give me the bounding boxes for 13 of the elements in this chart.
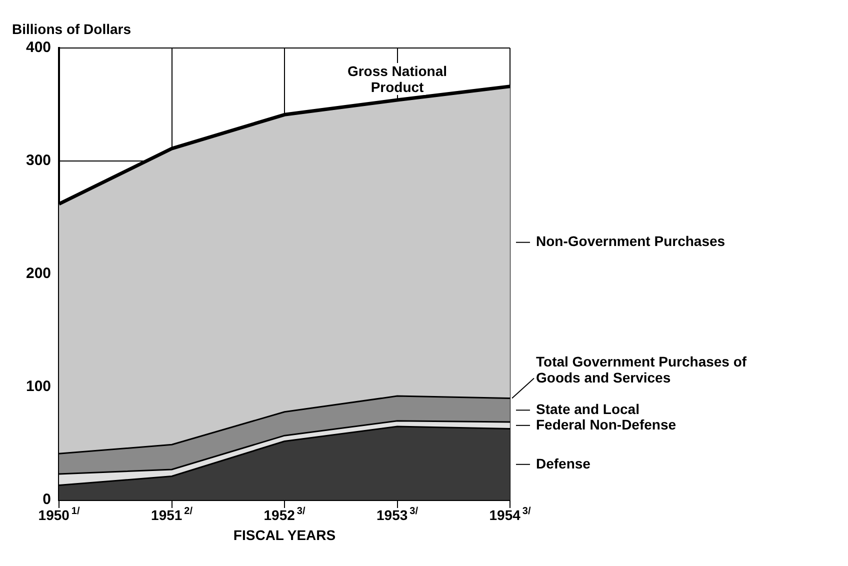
legend-label: Non-Government Purchases: [536, 233, 726, 250]
annotation: Gross National Product: [347, 62, 448, 95]
y-tick-label: 300: [26, 152, 52, 170]
y-tick-label: 200: [26, 265, 52, 282]
legend-label: Defense: [536, 455, 591, 472]
y-tick-label: 400: [26, 39, 52, 56]
y-tick-label: 0: [42, 491, 52, 508]
x-axis-title: FISCAL YEARS: [233, 527, 336, 543]
legend-label: State and Local: [536, 401, 640, 418]
y-tick-label: 100: [26, 378, 52, 396]
legend-label: Federal Non-Defense: [536, 416, 676, 432]
y-axis-title: Billions of Dollars: [12, 21, 132, 37]
annotation: Total Government Purchases of Goods and Services: [536, 353, 747, 386]
